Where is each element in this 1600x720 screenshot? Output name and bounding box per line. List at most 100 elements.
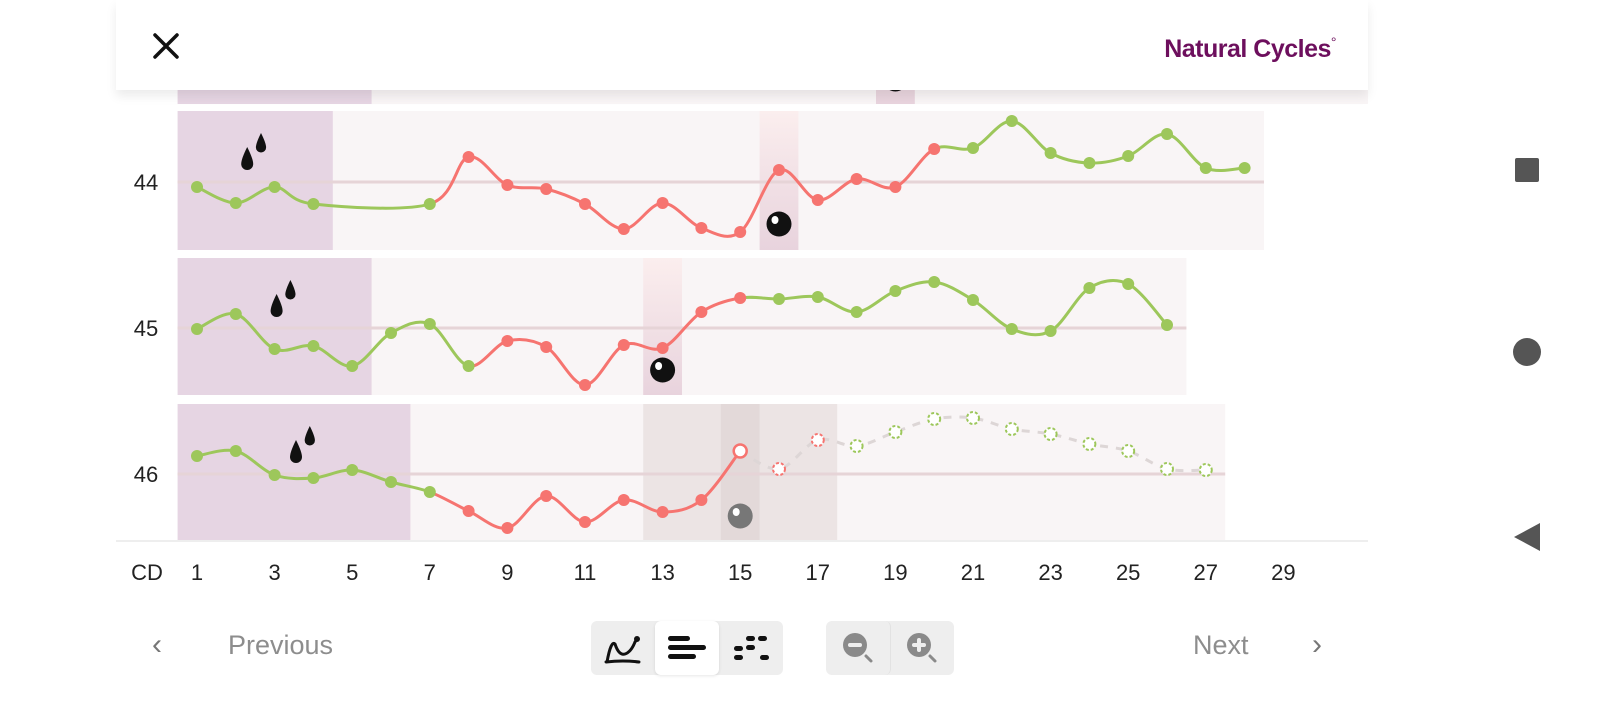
drop: [304, 426, 315, 446]
predicted-temperature-point: [810, 433, 825, 447]
temperature-point: [695, 494, 708, 506]
drop: [290, 440, 302, 463]
drop: [270, 294, 283, 317]
temperature-point: [1083, 282, 1096, 294]
predicted-temperature-point: [1198, 463, 1213, 477]
temperature-point: [346, 360, 359, 372]
temperature-point: [773, 293, 785, 305]
x-tick-label: 5: [346, 560, 359, 585]
egg-highlight: [655, 362, 663, 370]
back-triangle-icon[interactable]: [1513, 522, 1541, 552]
temperature-point: [850, 173, 863, 185]
temperature-point: [889, 285, 902, 297]
x-tick-label: 3: [268, 560, 281, 585]
temperature-point: [501, 179, 514, 191]
temperature-point: [1083, 157, 1096, 169]
temperature-point: [423, 198, 436, 210]
temperature-point: [385, 327, 397, 339]
temperature-point: [1044, 325, 1057, 337]
temperature-point: [268, 181, 281, 193]
zoom-in-icon: [907, 633, 937, 663]
temperature-point: [540, 490, 553, 502]
temperature-point: [307, 198, 320, 210]
temperature-point: [1005, 115, 1018, 127]
temperature-point: [695, 306, 708, 318]
temperature-point: [385, 476, 397, 488]
x-tick-label: 25: [1115, 560, 1141, 585]
x-tick-label: 19: [883, 560, 908, 585]
today-temperature-point: [732, 443, 748, 459]
cycle-row: [177, 404, 1226, 541]
temperature-point: [1238, 162, 1251, 174]
x-tick-label: 29: [1271, 560, 1296, 585]
x-tick-label: 23: [1038, 560, 1063, 585]
temperature-point: [773, 164, 785, 176]
predicted-ovulation-icon: [727, 503, 753, 529]
chevron-right-icon[interactable]: ›: [1312, 628, 1322, 661]
temperature-line-segment: [313, 202, 431, 210]
bars-view-button[interactable]: [655, 621, 719, 675]
temperature-point: [229, 308, 242, 320]
temperature-point: [811, 291, 824, 303]
temperature-point: [1005, 323, 1018, 335]
temperature-point: [229, 197, 242, 209]
temperature-point: [423, 486, 436, 498]
zoom-out-icon: [842, 633, 873, 663]
graph-view-button[interactable]: [591, 621, 655, 675]
predicted-temperature-point: [888, 425, 903, 439]
temperature-point: [617, 223, 630, 235]
period-drops-icon: [290, 426, 315, 463]
cycle-row: [177, 111, 1265, 250]
predicted-temperature-point: [1121, 444, 1136, 458]
temperature-point: [1122, 150, 1135, 162]
x-tick-label: 7: [423, 560, 436, 585]
temperature-point: [656, 197, 669, 209]
x-tick-label: 11: [573, 560, 597, 585]
previous-button[interactable]: Previous: [228, 630, 334, 660]
temperature-point: [462, 151, 475, 163]
x-tick-label: 1: [190, 560, 204, 585]
predicted-temperature-point: [1004, 422, 1019, 436]
temperature-point: [617, 339, 630, 351]
chevron-left-icon[interactable]: ‹: [152, 628, 162, 661]
temperature-point: [579, 516, 591, 528]
temperature-point: [1199, 162, 1212, 174]
temperature-point: [734, 292, 747, 304]
temperature-point: [656, 506, 669, 518]
egg-highlight: [732, 508, 740, 516]
bars-view-icon: [668, 636, 706, 659]
x-tick-label: 9: [501, 560, 514, 585]
zoom-in-button[interactable]: [891, 621, 955, 675]
temperature-point: [540, 341, 553, 353]
temperature-point: [850, 306, 863, 318]
zoom-out-button[interactable]: [826, 621, 891, 675]
temperature-point: [268, 343, 281, 355]
temperature-point: [579, 198, 591, 210]
temperature-point: [423, 318, 436, 330]
temperature-point: [191, 181, 203, 193]
ovulation-icon: [766, 211, 792, 237]
temperature-point: [1161, 319, 1173, 331]
predicted-temperature-point: [849, 439, 864, 453]
egg: [727, 503, 753, 529]
close-icon[interactable]: [150, 30, 182, 62]
predicted-temperature-point: [1160, 462, 1174, 476]
next-button[interactable]: Next: [1193, 630, 1249, 660]
home-circle-icon[interactable]: [1512, 337, 1542, 367]
dots-view-button[interactable]: [719, 621, 783, 675]
temperature-point: [229, 445, 242, 457]
x-tick-label: 27: [1193, 560, 1219, 585]
graph-view-icon: [604, 636, 641, 664]
drop: [255, 133, 267, 153]
temperature-point: [268, 469, 281, 481]
temperature-point: [346, 464, 359, 476]
recents-square-icon[interactable]: [1514, 157, 1540, 183]
drop: [241, 147, 254, 170]
temperature-point: [191, 450, 203, 462]
temperature-point: [967, 294, 979, 306]
logo-text: Natural Cycles: [1164, 35, 1331, 63]
top-bar: [116, 0, 1368, 90]
temperature-point: [579, 379, 591, 391]
predicted-temperature-point: [772, 462, 786, 476]
